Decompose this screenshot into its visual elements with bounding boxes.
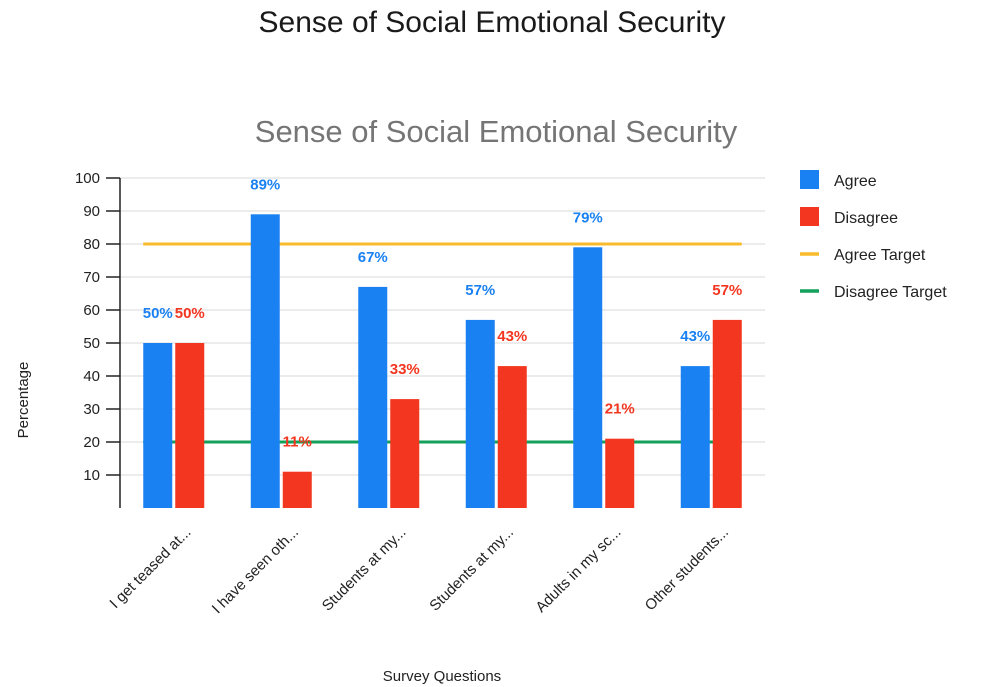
data-label-agree: 79% — [573, 209, 603, 226]
y-tick-label: 10 — [83, 467, 100, 484]
y-tick-label: 30 — [83, 401, 100, 418]
x-axis-label: Survey Questions — [383, 668, 501, 685]
x-tick-label: Other students... — [642, 524, 732, 614]
data-label-disagree: 11% — [283, 434, 312, 451]
data-label-disagree: 33% — [390, 361, 420, 378]
bar-agree — [465, 319, 495, 508]
bars — [143, 214, 742, 509]
legend-swatch — [800, 207, 819, 226]
data-label-disagree: 50% — [175, 305, 205, 322]
bar-disagree — [605, 438, 635, 508]
bar-disagree — [282, 471, 312, 508]
x-tick-label: Students at my... — [319, 524, 410, 615]
x-tick-label: I have seen oth... — [209, 524, 302, 617]
data-label-agree: 89% — [250, 176, 280, 193]
legend-label: Agree Target — [834, 247, 926, 264]
bar-disagree — [712, 319, 742, 508]
bar-disagree — [390, 399, 420, 508]
legend-label: Disagree Target — [834, 284, 947, 301]
y-axis-label: Percentage — [15, 362, 32, 439]
y-tick-label: 70 — [83, 269, 100, 286]
data-label-agree: 67% — [358, 249, 388, 266]
y-tick-label: 40 — [83, 368, 100, 385]
bar-agree — [143, 343, 173, 508]
bar-agree — [680, 366, 710, 508]
bar-disagree — [497, 366, 527, 508]
legend-label: Agree — [834, 173, 877, 190]
y-tick-label: 50 — [83, 335, 100, 352]
data-label-agree: 57% — [465, 282, 495, 299]
y-tick-label: 80 — [83, 236, 100, 253]
x-tick-label: Adults in my sc... — [532, 524, 624, 616]
axes: 10 20 30 40 50 60 70 80 90 100 I get teased at... I… — [75, 170, 732, 617]
data-label-agree: 43% — [680, 328, 710, 345]
legend-swatch — [800, 170, 819, 189]
data-label-agree: 50% — [143, 305, 173, 322]
target-lines — [143, 242, 742, 444]
bar-agree — [358, 286, 388, 508]
chart-title: Sense of Social Emotional Security — [255, 114, 738, 149]
page-title: Sense of Social Emotional Security — [258, 6, 726, 39]
x-tick-label: Students at my... — [426, 524, 517, 615]
bar-agree — [250, 214, 280, 509]
x-tick-label: I get teased at... — [106, 524, 194, 612]
y-tick-label: 100 — [75, 170, 100, 187]
y-tick-label: 20 — [83, 434, 100, 451]
data-label-disagree: 57% — [712, 282, 742, 299]
y-tick-label: 60 — [83, 302, 100, 319]
data-label-disagree: 43% — [497, 328, 527, 345]
legend: Agree Disagree Agree Target Disagree Target — [800, 170, 947, 301]
bar-agree — [573, 247, 603, 509]
y-tick-label: 90 — [83, 203, 100, 220]
data-labels: 50% 50% 89% 11% 67% 33% 57% 43% 79% 21% 43% 57% — [143, 176, 743, 450]
data-label-disagree: 21% — [605, 401, 635, 418]
bar-disagree — [175, 343, 205, 508]
gridlines — [120, 177, 765, 476]
legend-label: Disagree — [834, 210, 898, 227]
